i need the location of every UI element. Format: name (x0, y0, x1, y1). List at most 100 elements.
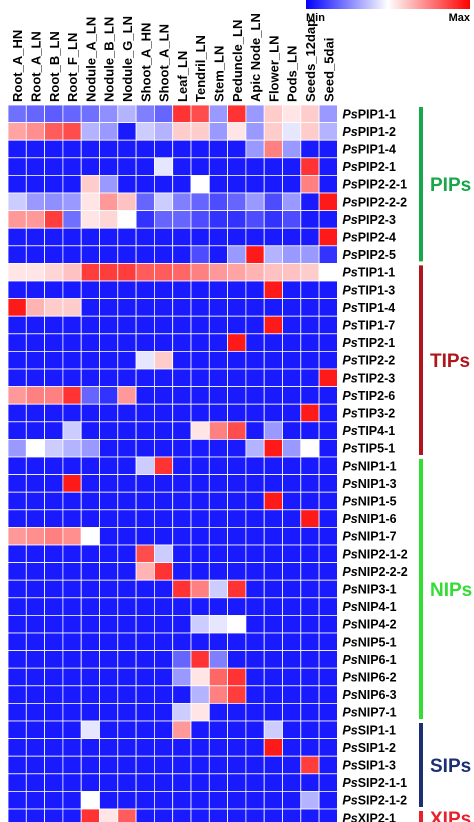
heatmap-cell (62, 456, 82, 476)
heatmap-cell (300, 210, 320, 229)
heatmap-cell (282, 597, 302, 616)
heatmap-cell (44, 298, 64, 317)
heatmap-cell (99, 685, 119, 704)
heatmap-cell (263, 544, 283, 564)
heatmap-cell (208, 667, 229, 687)
heatmap-cell (44, 597, 64, 616)
heatmap-cell (245, 298, 265, 317)
heatmap-cell (117, 738, 137, 757)
row-label: PsPIP2-3 (342, 213, 396, 227)
heatmap-cell (208, 403, 229, 423)
heatmap-cell (62, 350, 82, 370)
heatmap-cell (282, 139, 302, 159)
heatmap-cell (62, 667, 82, 687)
heatmap-cell (62, 227, 82, 247)
heatmap-cell (172, 773, 192, 792)
heatmap-cell (300, 544, 320, 564)
heatmap-cell (153, 122, 174, 141)
heatmap-cell (263, 597, 283, 616)
heatmap-cell (99, 350, 119, 370)
heatmap-cell (44, 615, 64, 634)
heatmap-cell (190, 632, 210, 652)
heatmap-cell (135, 262, 155, 282)
heatmap-cell (172, 491, 192, 511)
heatmap-cell (318, 685, 338, 704)
heatmap-cell (153, 791, 174, 810)
heatmap-cell (300, 122, 320, 141)
heatmap-cell (190, 509, 210, 528)
heatmap-cell (172, 808, 192, 822)
heatmap-cell (300, 333, 320, 352)
heatmap-cell (208, 456, 229, 476)
heatmap-cell (300, 791, 320, 810)
heatmap-cell (135, 139, 155, 159)
heatmap-cell (99, 227, 119, 247)
heatmap-cell (318, 755, 338, 775)
heatmap-cell (117, 368, 137, 388)
heatmap-cell (7, 157, 27, 176)
heatmap-cell (80, 350, 100, 370)
heatmap-cell (44, 509, 64, 528)
heatmap-cell (227, 280, 247, 300)
heatmap-cell (44, 544, 64, 564)
heatmap-cell (99, 738, 119, 757)
heatmap-cell (172, 685, 192, 704)
heatmap-cell (7, 139, 27, 159)
heatmap-cell (190, 350, 210, 370)
heatmap-cell (172, 456, 192, 476)
heatmap-cell (153, 562, 174, 581)
heatmap-cell (190, 333, 210, 352)
heatmap-cell (117, 667, 137, 687)
heatmap-cell (300, 350, 320, 370)
heatmap-cell (7, 368, 27, 388)
heatmap-cell (190, 474, 210, 493)
heatmap-cell (172, 403, 192, 423)
heatmap-cell (318, 104, 338, 124)
heatmap-cell (300, 720, 320, 740)
heatmap-cell (135, 685, 155, 704)
column-label: Stem_LN (211, 46, 226, 102)
heatmap-cell (25, 650, 45, 669)
heatmap-cell (44, 280, 64, 300)
heatmap-cell (172, 738, 192, 757)
heatmap-cell (318, 298, 338, 317)
heatmap-cell (190, 720, 210, 740)
heatmap-cell (318, 667, 338, 687)
heatmap-cell (7, 315, 27, 335)
heatmap-cell (99, 773, 119, 792)
heatmap-cell (7, 104, 27, 124)
heatmap-cell (245, 579, 265, 599)
heatmap-cell (263, 738, 283, 757)
heatmap-cell (7, 403, 27, 423)
heatmap-cell (153, 667, 174, 687)
heatmap-cell (227, 632, 247, 652)
heatmap-cell (227, 615, 247, 634)
heatmap-cell (99, 386, 119, 405)
heatmap-cell (282, 579, 302, 599)
heatmap-cell (117, 474, 137, 493)
heatmap-cell (208, 703, 229, 722)
row-label: PsTIP1-3 (342, 283, 395, 297)
row-label: PsPIP2-1 (342, 160, 396, 174)
row-label: PsTIP3-2 (342, 407, 395, 421)
heatmap-cell (263, 685, 283, 704)
heatmap-cell (263, 315, 283, 335)
heatmap-cell (300, 421, 320, 440)
heatmap-cell (153, 157, 174, 176)
heatmap-cell (172, 650, 192, 669)
heatmap-cell (245, 192, 265, 212)
heatmap-cell (227, 509, 247, 528)
heatmap-cell (172, 122, 192, 141)
heatmap-cell (263, 333, 283, 352)
heatmap-cell (80, 315, 100, 335)
heatmap-cell (263, 509, 283, 528)
heatmap-cell (227, 738, 247, 757)
heatmap-cell (263, 650, 283, 669)
heatmap-cell (300, 192, 320, 212)
row-label: PsNIP4-1 (342, 600, 396, 614)
heatmap-cell (7, 192, 27, 212)
heatmap-cell (318, 650, 338, 669)
heatmap-cell (80, 773, 100, 792)
heatmap-cell (80, 720, 100, 740)
heatmap-cell (227, 791, 247, 810)
